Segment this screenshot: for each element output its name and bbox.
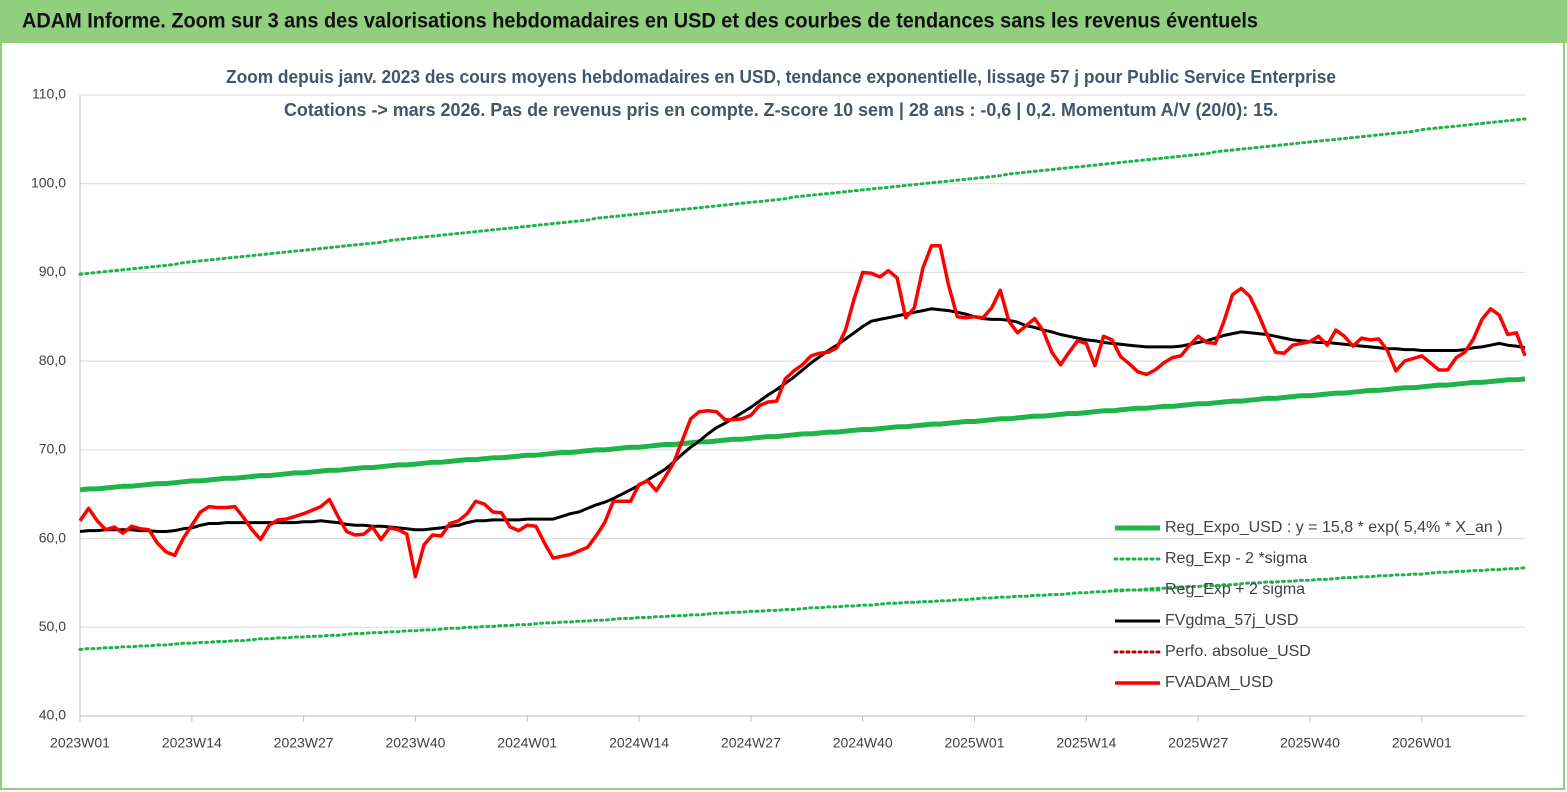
y-tick-label: 50,0 [39,618,66,634]
x-tick-label: 2025W01 [945,735,1005,751]
y-tick-label: 70,0 [39,441,66,457]
legend-label: FVADAM_USD [1165,674,1273,691]
x-tick-label: 2025W14 [1056,735,1116,751]
series-line [79,376,1526,493]
series-line [78,244,1527,579]
x-tick-label: 2024W14 [609,735,669,751]
x-tick-label: 2023W14 [162,735,222,751]
legend-label: Perfo. absolue_USD [1165,643,1311,660]
legend-label: FVgdma_57j_USD [1165,612,1298,629]
chart-subtitle: Cotations -> mars 2026. Pas de revenus p… [284,100,1278,120]
header-bar [0,0,1567,43]
x-tick-label: 2024W40 [833,735,893,751]
x-tick-label: 2026W01 [1392,735,1452,751]
y-tick-label: 110,0 [32,86,66,102]
x-tick-label: 2024W01 [497,735,557,751]
legend-label: Reg_Exp - 2 *sigma [1165,550,1307,567]
x-tick-label: 2023W40 [385,735,445,751]
x-tick-label: 2024W27 [721,735,781,751]
x-tick-label: 2025W40 [1280,735,1340,751]
legend-label: Reg_Exp + 2 sigma [1165,581,1305,598]
header-title: ADAM Informe. Zoom sur 3 ans des valoris… [22,10,1258,33]
series-line [78,566,1527,651]
legend-label: Reg_Expo_USD : y = 15,8 * exp( 5,4% * X_… [1165,519,1503,536]
x-tick-label: 2023W27 [274,735,334,751]
y-tick-label: 100,0 [31,174,66,190]
chart-title: Zoom depuis janv. 2023 des cours moyens … [226,67,1336,87]
series-line [79,307,1526,533]
y-tick-label: 80,0 [39,352,66,368]
y-tick-label: 60,0 [39,529,66,545]
x-tick-label: 2023W01 [50,735,110,751]
y-tick-label: 40,0 [39,707,66,723]
series-line [78,117,1527,276]
y-tick-label: 90,0 [39,263,66,279]
x-tick-label: 2025W27 [1168,735,1228,751]
